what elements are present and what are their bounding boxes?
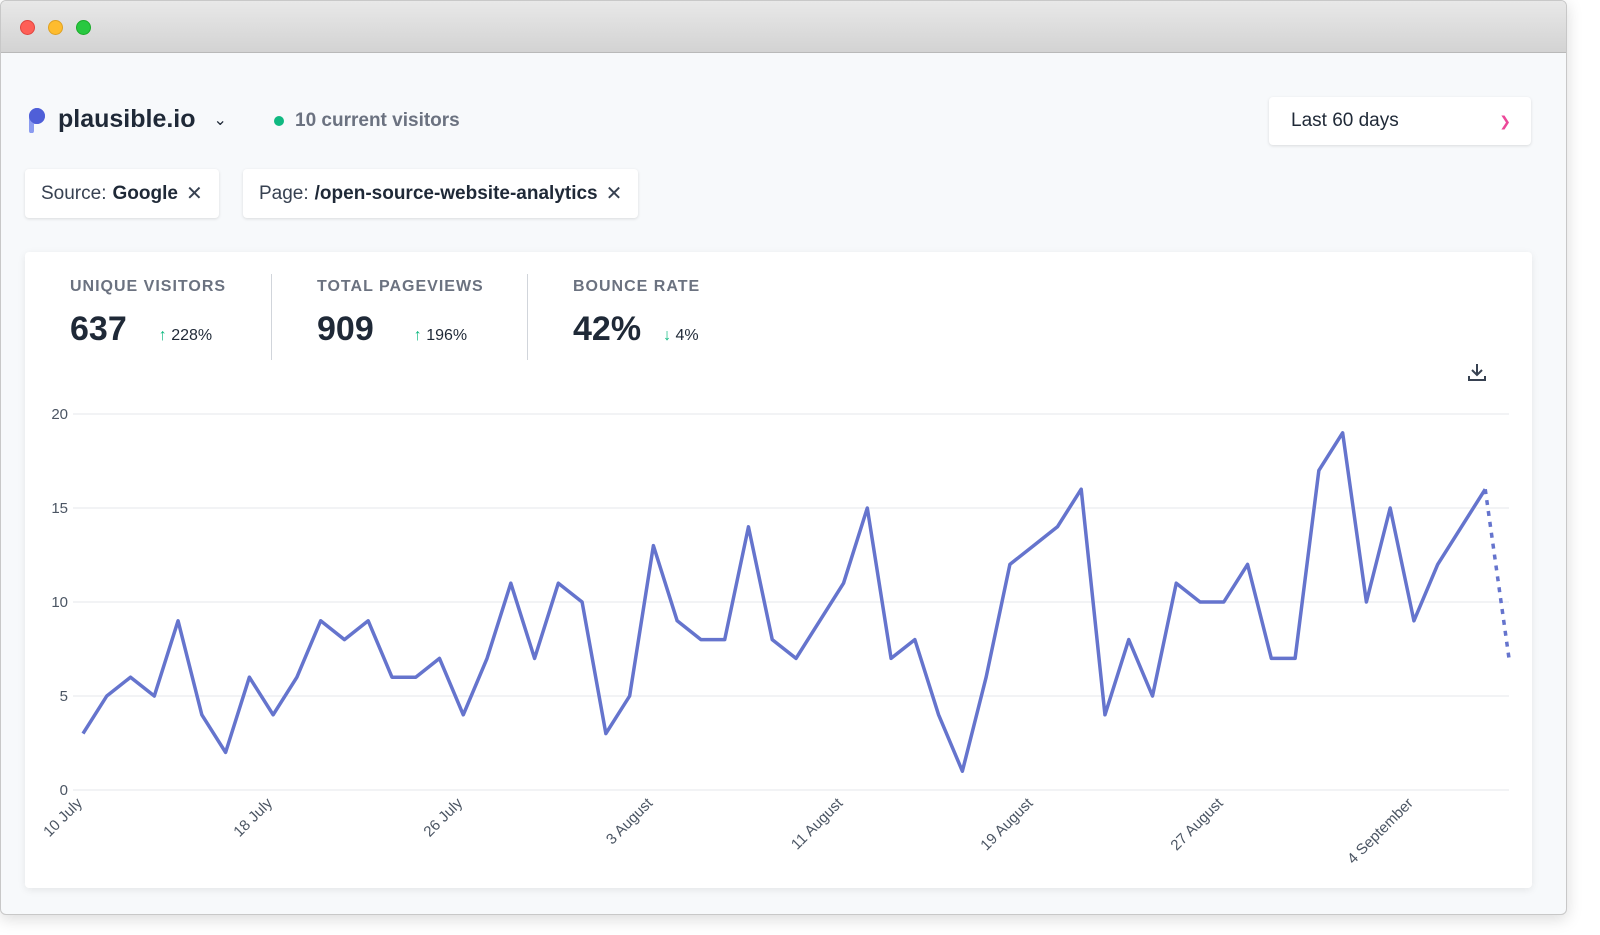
stat-value: 637 — [70, 310, 127, 348]
x-tick-label: 26 July — [420, 794, 466, 840]
series-line-incomplete — [1483, 488, 1511, 659]
x-tick-label: 18 July — [230, 794, 276, 840]
stat-value: 909 — [317, 310, 374, 348]
title-bar — [1, 1, 1566, 53]
close-window-button[interactable] — [20, 20, 35, 35]
remove-filter-icon[interactable]: ✕ — [605, 183, 623, 205]
divider — [271, 274, 272, 360]
y-tick-label: 10 — [51, 594, 68, 611]
minimize-window-button[interactable] — [48, 20, 63, 35]
zoom-window-button[interactable] — [76, 20, 91, 35]
site-switcher[interactable]: plausible.io ⌄ — [26, 105, 227, 134]
stat-label: BOUNCE RATE — [573, 278, 701, 295]
stats-card: UNIQUE VISITORS 637 ↑ 228% TOTAL PAGEVIE… — [25, 252, 1532, 888]
arrow-up-icon: ↑ — [413, 327, 422, 344]
divider — [527, 274, 528, 360]
filter-value: /open-source-website-analytics — [314, 182, 598, 204]
x-tick-label: 19 August — [977, 794, 1037, 854]
arrow-down-icon: ↓ — [663, 327, 672, 344]
live-dot-icon — [274, 116, 284, 126]
x-tick-label: 10 July — [40, 794, 86, 840]
y-tick-label: 0 — [60, 782, 68, 799]
filter-key: Source: — [41, 182, 107, 204]
x-tick-label: 11 August — [788, 794, 847, 853]
current-visitors-label: 10 current visitors — [295, 110, 460, 131]
remove-filter-icon[interactable]: ✕ — [185, 183, 203, 205]
stat-label: TOTAL PAGEVIEWS — [317, 278, 484, 295]
stat-change: 228% — [171, 327, 213, 344]
chevron-down-icon: ❯ — [1499, 112, 1511, 129]
visitors-chart: #6574cd" stop-opacity="0.18"/>0510152010… — [40, 406, 1511, 868]
y-tick-label: 5 — [60, 688, 68, 705]
series-line — [81, 431, 1487, 773]
current-visitors[interactable]: 10 current visitors — [274, 110, 460, 132]
date-range-value: Last 60 days — [1291, 110, 1399, 131]
filter-value: Google — [112, 182, 178, 204]
browser-window: plausible.io ⌄ 10 current visitors Last … — [0, 0, 1567, 915]
download-icon[interactable] — [1465, 360, 1489, 384]
area-fill — [83, 433, 1509, 790]
stat-bounce-rate[interactable]: BOUNCE RATE 42% ↓ 4% — [573, 278, 700, 349]
stat-unique-visitors[interactable]: UNIQUE VISITORS 637 ↑ 228% — [70, 278, 226, 349]
stat-change: 196% — [426, 327, 468, 344]
stat-change: 4% — [675, 327, 699, 344]
arrow-up-icon: ↑ — [158, 327, 167, 344]
filter-key: Page: — [259, 182, 309, 204]
site-name: plausible.io — [58, 105, 196, 133]
y-tick-label: 20 — [51, 406, 68, 423]
stat-label: UNIQUE VISITORS — [70, 278, 227, 295]
date-range-select[interactable]: Last 60 days ❯ — [1269, 97, 1531, 145]
plausible-logo-icon — [29, 107, 45, 133]
x-tick-label: 27 August — [1167, 794, 1227, 854]
x-tick-label: 3 August — [603, 794, 657, 848]
x-tick-label: 4 September — [1344, 795, 1417, 868]
chevron-down-icon: ⌄ — [213, 111, 227, 129]
stat-value: 42% — [573, 310, 642, 348]
y-tick-label: 15 — [51, 500, 68, 517]
filter-source[interactable]: Source: Google ✕ — [25, 169, 219, 218]
stat-total-pageviews[interactable]: TOTAL PAGEVIEWS 909 ↑ 196% — [317, 278, 484, 349]
filter-page[interactable]: Page: /open-source-website-analytics ✕ — [243, 169, 639, 218]
